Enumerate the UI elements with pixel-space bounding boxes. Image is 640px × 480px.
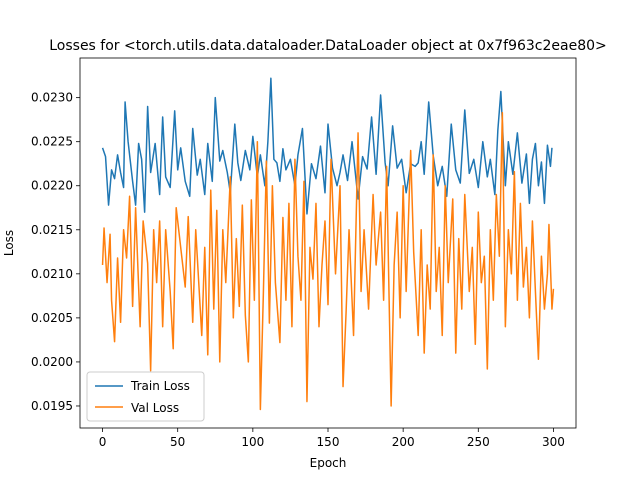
chart-title: Losses for <torch.utils.data.dataloader.… bbox=[49, 38, 607, 54]
y-axis-ticks: 0.0195 0.0200 0.0205 0.0210 0.0215 0.0220 0.02… bbox=[31, 91, 80, 413]
legend-label-train: Train Loss bbox=[130, 379, 190, 393]
y-tick-label: 0.0195 bbox=[31, 399, 73, 413]
legend: Train Loss Val Loss bbox=[86, 371, 205, 422]
y-tick-label: 0.0225 bbox=[31, 135, 73, 149]
x-axis-ticks: 0 50 100 150 200 250 300 bbox=[99, 428, 565, 449]
x-tick-label: 0 bbox=[99, 435, 107, 449]
val-loss-line bbox=[101, 111, 555, 411]
y-tick-label: 0.0210 bbox=[31, 267, 73, 281]
y-tick-label: 0.0220 bbox=[31, 179, 73, 193]
train-loss-line bbox=[101, 77, 553, 215]
x-tick-label: 150 bbox=[317, 435, 340, 449]
series-lines bbox=[101, 77, 555, 411]
y-tick-label: 0.0205 bbox=[31, 311, 73, 325]
legend-box bbox=[86, 371, 205, 422]
x-axis-label: Epoch bbox=[310, 456, 347, 470]
legend-label-val: Val Loss bbox=[131, 401, 179, 415]
y-tick-label: 0.0215 bbox=[31, 223, 73, 237]
x-tick-label: 100 bbox=[241, 435, 264, 449]
x-tick-label: 200 bbox=[392, 435, 415, 449]
x-tick-label: 50 bbox=[170, 435, 185, 449]
y-tick-label: 0.0200 bbox=[31, 355, 73, 369]
y-axis-label: Loss bbox=[2, 230, 16, 256]
x-tick-label: 250 bbox=[467, 435, 490, 449]
x-tick-label: 300 bbox=[542, 435, 565, 449]
y-tick-label: 0.0230 bbox=[31, 91, 73, 105]
